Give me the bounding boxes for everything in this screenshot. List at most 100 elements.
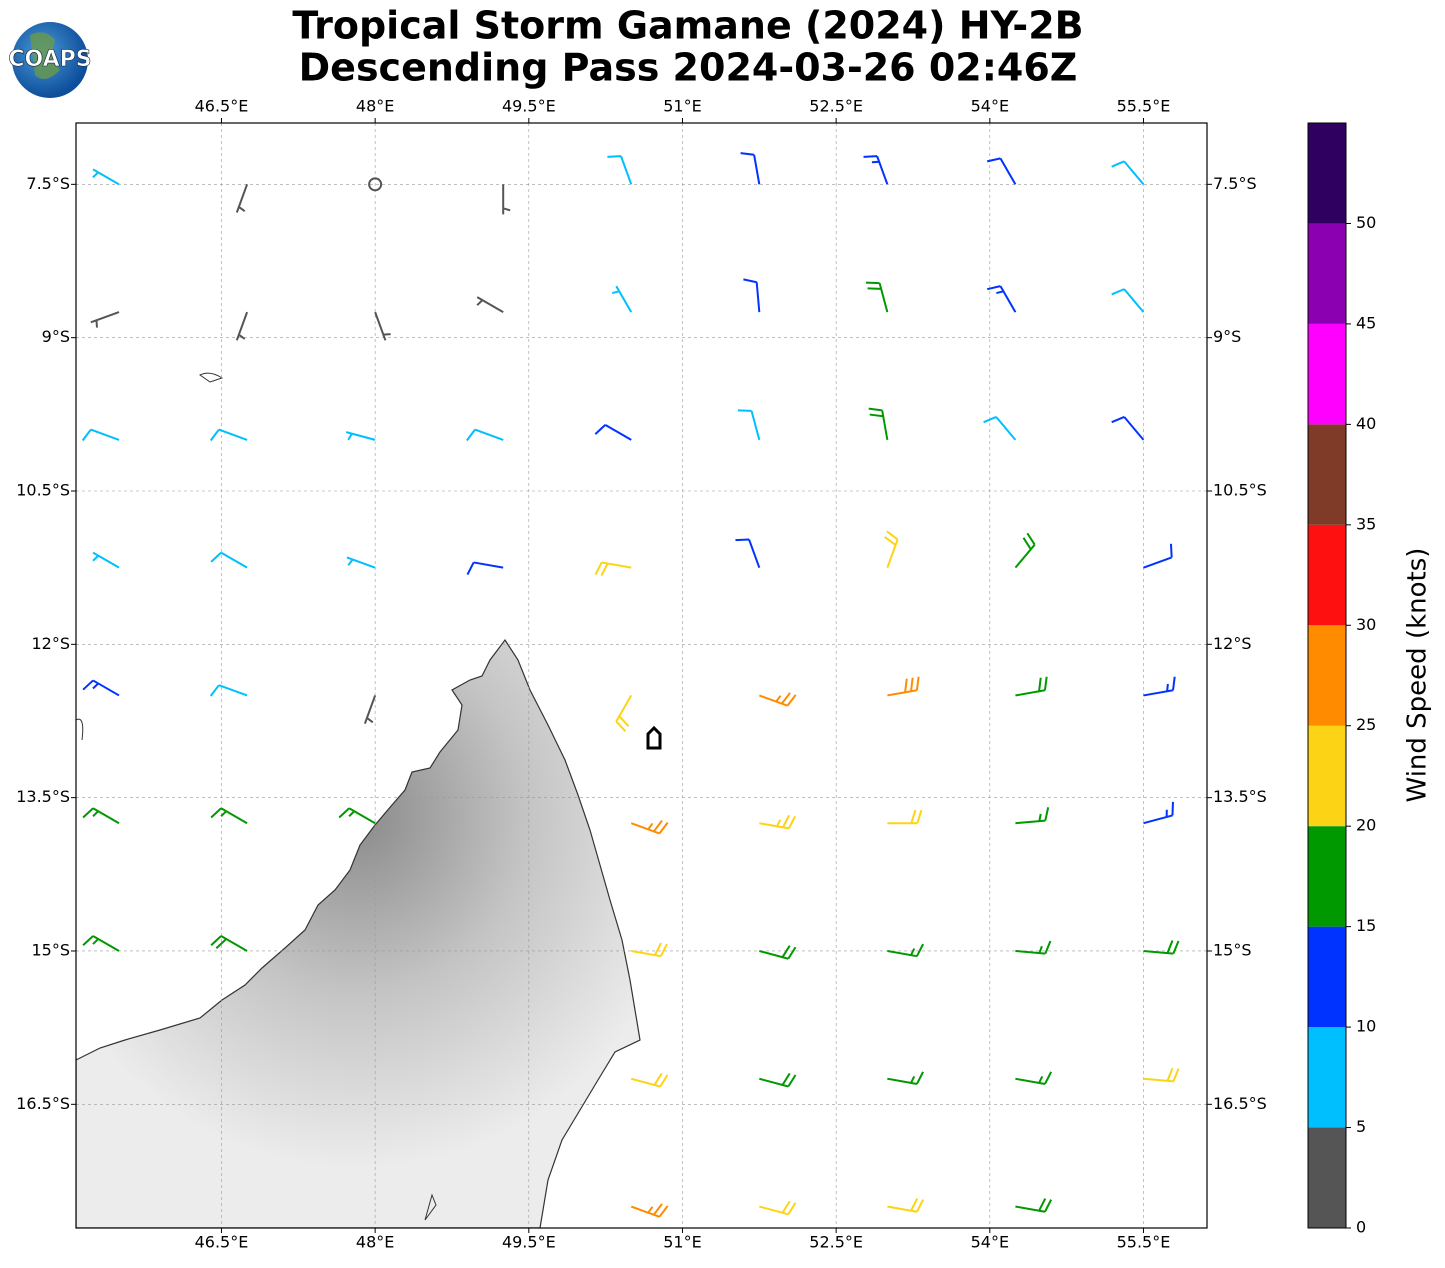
x-tick-label: 55.5°E — [1117, 97, 1171, 116]
y-tick-label: 16.5°S — [1213, 1094, 1267, 1113]
wind-barb — [1111, 288, 1145, 313]
y-tick-label: 9°S — [1213, 327, 1241, 346]
wind-barb — [863, 155, 889, 185]
wind-barb — [1143, 543, 1173, 569]
wind-barb — [346, 556, 376, 569]
colorbar-frame — [1307, 122, 1347, 1229]
wind-barb — [983, 415, 1017, 441]
colorbar-tick-label: 0 — [1356, 1218, 1366, 1237]
wind-barb — [986, 285, 1017, 313]
x-tick-label: 54°E — [971, 97, 1009, 116]
wind-barb — [82, 807, 120, 825]
x-tick-label: 52.5°E — [809, 97, 863, 116]
x-tick-label: 55.5°E — [1117, 1233, 1171, 1252]
x-tick-label: 51°E — [663, 1233, 701, 1252]
wind-barb — [887, 943, 925, 958]
colorbar-segment — [1308, 926, 1346, 1028]
wind-barb — [887, 676, 920, 697]
x-tick-label: 49.5°E — [502, 97, 556, 116]
colorbar-segment — [1308, 1027, 1346, 1128]
wind-barb — [759, 1072, 797, 1088]
colorbar-segment — [1308, 524, 1346, 626]
land — [76, 638, 641, 1228]
colorbar-tick-label: 45 — [1356, 313, 1376, 332]
storm-center — [646, 725, 662, 750]
colorbar-segment — [1308, 725, 1346, 827]
wind-barb — [737, 409, 761, 441]
y-tick-label: 15°S — [1213, 940, 1252, 959]
wind-barb — [1143, 676, 1176, 697]
wind-barb — [374, 311, 391, 341]
wind-barb — [338, 807, 376, 825]
wind-barb — [1143, 940, 1180, 955]
wind-barb — [735, 538, 761, 569]
title-line: Tropical Storm Gamane (2024) HY-2B — [292, 4, 1083, 48]
colorbar-tick-label: 50 — [1356, 213, 1376, 232]
wind-barb — [210, 807, 248, 825]
x-tick-label: 46.5°E — [195, 97, 249, 116]
y-tick-label: 10.5°S — [16, 480, 70, 499]
wind-barb — [476, 296, 504, 313]
y-tick-label: 12°S — [1213, 634, 1252, 653]
wind-barb — [743, 278, 761, 313]
wind-barb — [865, 281, 889, 313]
colorbar-tick-label: 20 — [1356, 816, 1376, 835]
x-tick-label: 54°E — [971, 1233, 1009, 1252]
wind-barb — [90, 311, 120, 328]
wind-barb — [1015, 807, 1050, 825]
wind-barb — [615, 694, 633, 733]
colorbar-tick-label: 40 — [1356, 414, 1376, 433]
island — [424, 1193, 437, 1221]
wind-barb — [81, 428, 120, 442]
y-tick-label: 15°S — [31, 940, 70, 959]
colorbar: 0 5 10 15 20 25 30 35 40 45 50 — [1307, 122, 1376, 1237]
y-tick-label: 13.5°S — [1213, 787, 1267, 806]
wind-barb — [1143, 801, 1174, 825]
wind-barb — [759, 814, 796, 830]
wind-barb — [82, 935, 120, 952]
wind-barb — [368, 177, 383, 192]
x-tick-label: 49.5°E — [502, 1233, 556, 1252]
wind-barb — [887, 809, 923, 825]
wind-barb — [209, 428, 248, 442]
x-tick-label: 52.5°E — [809, 1233, 863, 1252]
wind-barb — [345, 431, 376, 441]
y-tick-label: 12°S — [31, 634, 70, 653]
colorbar-segment — [1308, 625, 1346, 726]
y-tick-label: 13.5°S — [16, 787, 70, 806]
wind-barb — [594, 424, 632, 441]
wind-barb — [210, 551, 248, 569]
wind-barb — [1143, 1067, 1180, 1083]
grid — [76, 123, 1207, 1228]
wind-barb — [82, 679, 120, 697]
colorbar-tick-label: 25 — [1356, 715, 1376, 734]
wind-barb — [758, 692, 797, 707]
plot-frame — [75, 122, 1208, 1229]
y-tick-label: 16.5°S — [16, 1094, 70, 1113]
colorbar-segment — [1308, 1127, 1346, 1228]
wind-barb — [611, 285, 633, 313]
coast — [76, 718, 84, 741]
wind-barb — [594, 561, 632, 577]
wind-barb — [1111, 160, 1145, 185]
y-tick-label: 10.5°S — [1213, 480, 1267, 499]
wind-barb — [740, 152, 761, 185]
wind-barb — [759, 945, 797, 960]
wind-barb — [887, 1198, 925, 1213]
colorbar-tick-label: 5 — [1356, 1117, 1366, 1136]
wind-barb — [630, 819, 669, 835]
colorbar-segment — [1308, 323, 1346, 425]
x-tick-label: 48°E — [356, 97, 394, 116]
wind-barbs — [81, 152, 1180, 1218]
logo-land — [30, 32, 60, 79]
logo-text: COAPS — [8, 47, 91, 72]
wind-barb — [363, 695, 377, 724]
colorbar-segment — [1308, 223, 1346, 324]
wind-barb — [235, 311, 249, 341]
wind-barb — [235, 183, 249, 213]
colorbar-tick-label: 30 — [1356, 615, 1376, 634]
wind-barb — [986, 157, 1017, 185]
map — [76, 123, 1207, 1228]
wind-barb — [630, 1203, 669, 1218]
